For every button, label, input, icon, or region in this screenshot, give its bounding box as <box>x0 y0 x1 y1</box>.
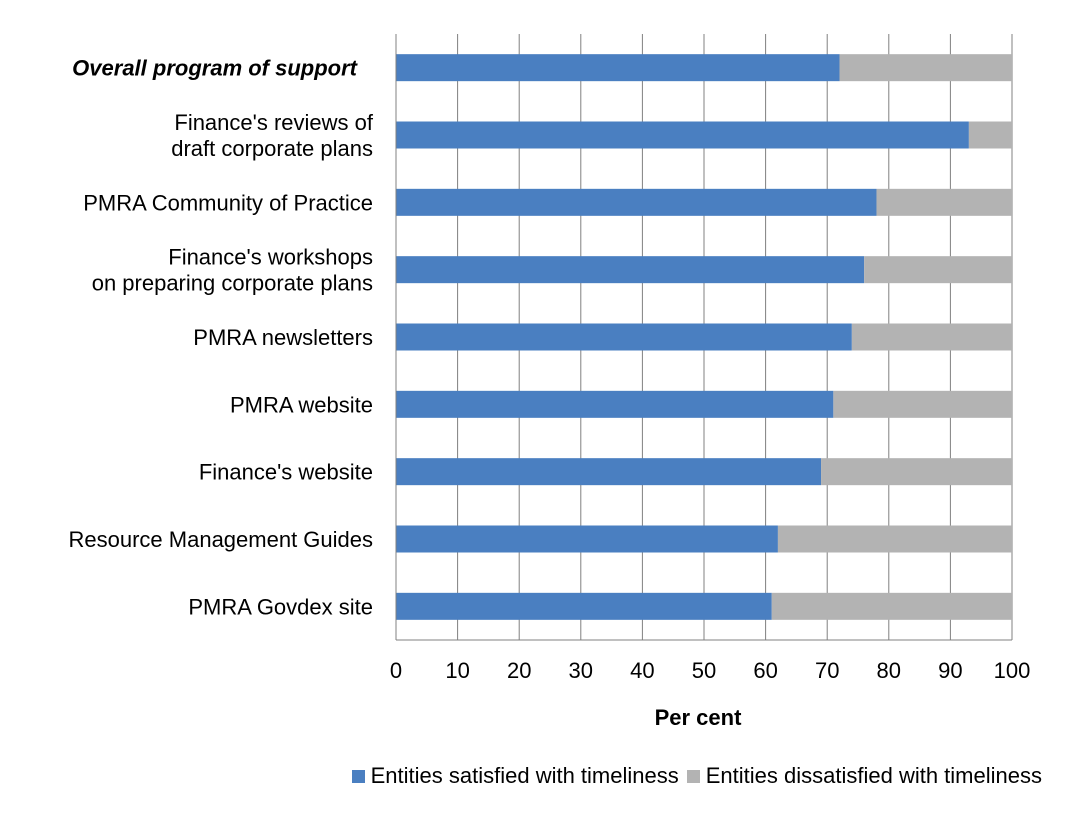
x-tick-label: 30 <box>569 658 593 683</box>
x-tick-label: 20 <box>507 658 531 683</box>
x-tick-label: 70 <box>815 658 839 683</box>
category-label: PMRA Govdex site <box>188 594 373 619</box>
legend-item-dissatisfied: Entities dissatisfied with timeliness <box>686 763 1042 789</box>
category-label: PMRA website <box>230 392 373 417</box>
bar-satisfied <box>396 121 969 149</box>
category-label: PMRA Community of Practice <box>83 190 373 215</box>
legend-item-satisfied: Entities satisfied with timeliness <box>351 763 679 789</box>
bar-dissatisfied <box>777 525 1012 553</box>
x-axis-title: Per cent <box>655 705 742 730</box>
bar-satisfied <box>396 188 877 216</box>
x-tick-label: 40 <box>630 658 654 683</box>
chart-legend: Entities satisfied with timeliness Entit… <box>0 762 1072 790</box>
bar-satisfied <box>396 323 852 351</box>
bar-dissatisfied <box>839 54 1012 82</box>
category-label: Finance's website <box>199 460 373 485</box>
bar-satisfied <box>396 525 778 553</box>
bar-dissatisfied <box>968 121 1012 149</box>
category-label: on preparing corporate plans <box>92 271 373 296</box>
bar-satisfied <box>396 592 772 620</box>
x-tick-label: 0 <box>390 658 402 683</box>
bar-dissatisfied <box>851 323 1012 351</box>
bar-dissatisfied <box>771 592 1012 620</box>
bar-satisfied <box>396 256 865 284</box>
legend-label-dissatisfied: Entities dissatisfied with timeliness <box>705 763 1042 788</box>
category-label: Finance's reviews of <box>174 110 374 135</box>
category-label: Resource Management Guides <box>69 527 374 552</box>
x-tick-label: 60 <box>753 658 777 683</box>
stacked-bar-chart: Overall program of support Finance's revi… <box>69 34 1031 730</box>
bar-satisfied <box>396 390 834 418</box>
category-label: Overall program of support <box>72 56 358 81</box>
bar-satisfied <box>396 458 822 486</box>
x-tick-label: 80 <box>877 658 901 683</box>
x-tick-label: 100 <box>994 658 1031 683</box>
x-tick-label: 90 <box>938 658 962 683</box>
x-tick-label: 10 <box>445 658 469 683</box>
legend-swatch-dissatisfied <box>686 769 700 783</box>
category-label: PMRA newsletters <box>193 325 373 350</box>
bar-dissatisfied <box>864 256 1012 284</box>
bar-dissatisfied <box>876 188 1012 216</box>
x-tick-label: 50 <box>692 658 716 683</box>
bar-dissatisfied <box>821 458 1012 486</box>
bar-satisfied <box>396 54 840 82</box>
bar-dissatisfied <box>833 390 1012 418</box>
category-label: Finance's workshops <box>168 245 373 270</box>
category-label: draft corporate plans <box>171 136 373 161</box>
legend-swatch-satisfied <box>351 769 365 783</box>
legend-label-satisfied: Entities satisfied with timeliness <box>370 763 679 788</box>
